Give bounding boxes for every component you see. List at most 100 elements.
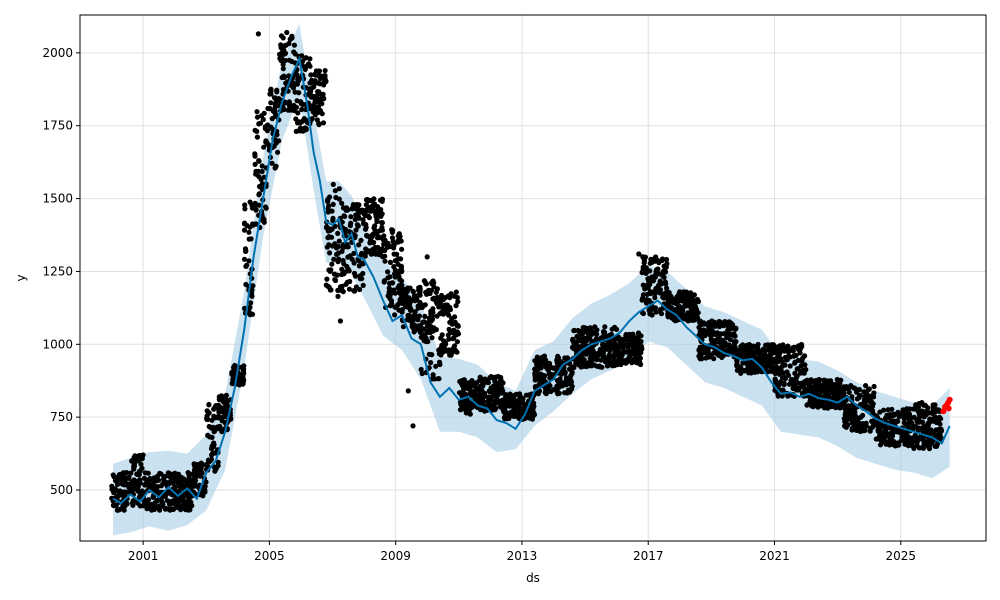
observed-point bbox=[708, 323, 714, 329]
observed-point bbox=[698, 352, 704, 358]
observed-point bbox=[352, 288, 358, 294]
observed-point bbox=[278, 33, 285, 39]
observed-point bbox=[462, 402, 468, 408]
observed-point bbox=[242, 202, 248, 208]
observed-point bbox=[679, 294, 685, 300]
observed-point bbox=[347, 253, 353, 259]
observed-point bbox=[636, 332, 642, 338]
observed-point bbox=[259, 163, 265, 169]
observed-point bbox=[646, 278, 652, 285]
observed-point bbox=[261, 216, 267, 222]
observed-point bbox=[697, 344, 703, 350]
observed-point bbox=[186, 475, 192, 482]
observed-point bbox=[566, 387, 572, 393]
observed-point bbox=[797, 350, 803, 356]
observed-point bbox=[926, 446, 933, 452]
observed-point bbox=[267, 106, 273, 112]
observed-point bbox=[353, 227, 359, 233]
observed-point bbox=[790, 345, 796, 351]
observed-point bbox=[837, 405, 843, 411]
x-tick-label: 2013 bbox=[507, 549, 538, 563]
observed-point bbox=[469, 404, 475, 410]
observed-point bbox=[716, 333, 722, 339]
observed-point bbox=[314, 109, 320, 115]
observed-point bbox=[871, 394, 877, 400]
observed-point bbox=[706, 328, 712, 334]
observed-point bbox=[846, 416, 852, 422]
observed-point bbox=[185, 493, 191, 499]
observed-point bbox=[532, 375, 539, 381]
y-axis-label: y bbox=[14, 274, 28, 281]
observed-point bbox=[887, 435, 893, 441]
observed-point bbox=[111, 487, 117, 493]
observed-point bbox=[137, 468, 143, 474]
observed-point bbox=[871, 383, 877, 390]
x-tick-label: 2001 bbox=[128, 549, 159, 563]
observed-point bbox=[752, 349, 758, 355]
observed-point bbox=[798, 341, 805, 348]
observed-point bbox=[683, 292, 690, 298]
observed-point bbox=[910, 423, 917, 429]
observed-point bbox=[898, 438, 904, 444]
observed-point bbox=[327, 268, 333, 274]
observed-point bbox=[322, 68, 328, 74]
observed-point bbox=[188, 499, 194, 505]
observed-point bbox=[741, 368, 748, 374]
observed-point bbox=[660, 273, 666, 279]
observed-point bbox=[291, 42, 297, 48]
observed-point bbox=[563, 382, 569, 388]
observed-point bbox=[429, 335, 435, 341]
observed-point bbox=[756, 349, 762, 355]
x-axis-label: ds bbox=[526, 571, 540, 585]
observed-point bbox=[511, 407, 517, 413]
observed-point bbox=[419, 370, 425, 377]
observed-point bbox=[274, 87, 280, 93]
observed-point bbox=[165, 506, 171, 512]
observed-point bbox=[571, 328, 577, 334]
observed-point bbox=[857, 427, 863, 433]
observed-point bbox=[726, 323, 732, 329]
observed-point bbox=[264, 128, 270, 134]
observed-point bbox=[602, 324, 608, 330]
y-tick-label: 1500 bbox=[42, 192, 73, 206]
observed-point bbox=[403, 299, 409, 305]
observed-point bbox=[625, 332, 631, 338]
observed-point bbox=[215, 463, 221, 469]
observed-point bbox=[135, 457, 141, 463]
observed-point bbox=[346, 268, 352, 274]
observed-point bbox=[415, 317, 421, 323]
observed-point bbox=[335, 287, 341, 293]
observed-point bbox=[594, 363, 600, 369]
observed-point bbox=[441, 338, 447, 344]
x-axis-ticks: 2001 2005 2009 2013 2017 2021 2025 bbox=[128, 541, 916, 563]
observed-point bbox=[417, 286, 423, 292]
observed-point bbox=[779, 375, 786, 381]
observed-point bbox=[405, 388, 411, 394]
observed-point bbox=[809, 388, 815, 394]
observed-point bbox=[792, 370, 798, 376]
observed-point bbox=[434, 286, 440, 292]
observed-point bbox=[329, 243, 336, 249]
observed-point bbox=[693, 306, 700, 312]
observed-point bbox=[359, 276, 365, 282]
observed-point bbox=[241, 227, 248, 233]
observed-point bbox=[488, 403, 494, 409]
observed-point bbox=[621, 343, 627, 350]
observed-point bbox=[339, 283, 345, 289]
observed-point bbox=[905, 433, 911, 439]
observed-point bbox=[242, 206, 248, 212]
observed-point bbox=[810, 404, 816, 410]
observed-point bbox=[295, 78, 301, 84]
observed-point bbox=[268, 100, 274, 106]
observed-point bbox=[407, 302, 413, 308]
observed-point bbox=[309, 77, 315, 83]
observed-point bbox=[816, 392, 823, 398]
observed-point bbox=[885, 407, 891, 413]
observed-point bbox=[340, 289, 346, 295]
observed-point bbox=[258, 113, 265, 119]
observed-point bbox=[353, 284, 359, 290]
observed-point bbox=[128, 470, 134, 476]
observed-point bbox=[915, 404, 922, 410]
observed-point bbox=[286, 57, 292, 63]
observed-point bbox=[252, 153, 258, 159]
